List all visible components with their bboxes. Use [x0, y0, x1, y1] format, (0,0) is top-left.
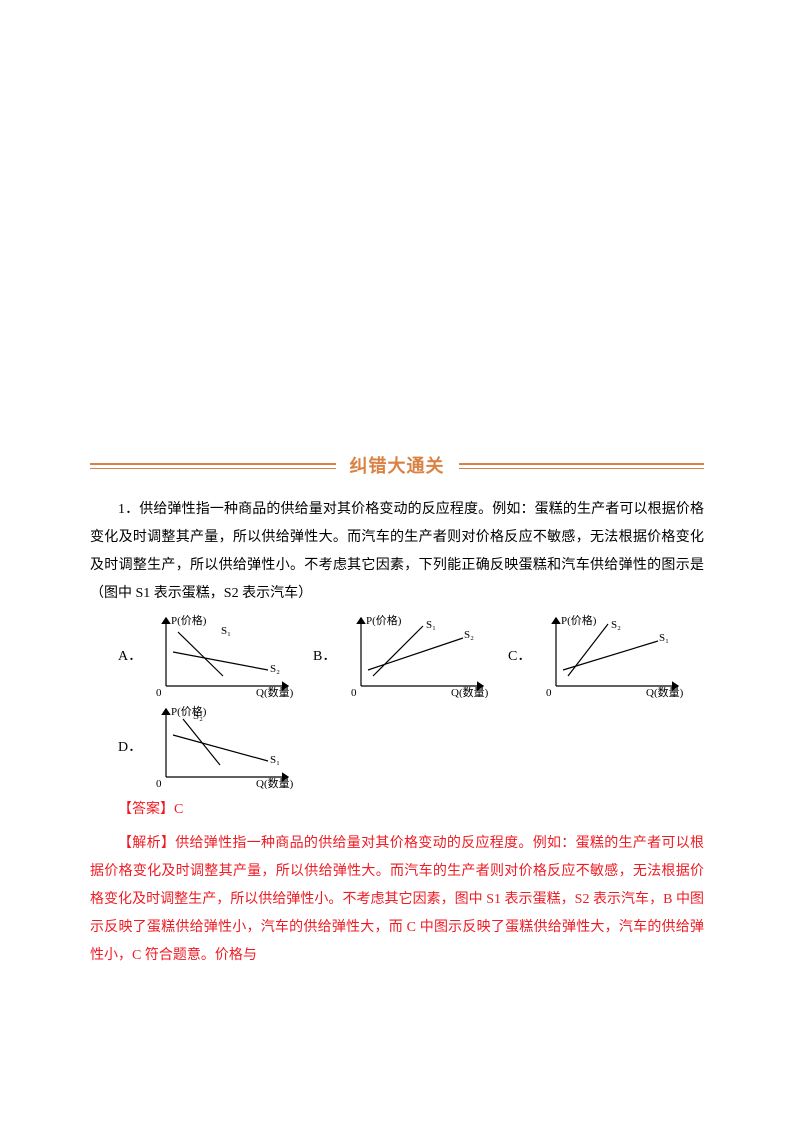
section-header: 纠错大通关 [90, 448, 704, 484]
x-axis-label: Q(数量) [646, 686, 684, 699]
chart-d: P(价格) Q(数量) 0 S₂ S₁ [148, 705, 303, 790]
chart-b: P(价格) Q(数量) 0 S₁ S₂ [343, 614, 498, 699]
origin-label: 0 [546, 687, 552, 699]
s2-label: S₂ [464, 629, 474, 641]
origin-label: 0 [156, 778, 162, 790]
s1-label: S₁ [221, 625, 231, 637]
s1-label: S₁ [426, 619, 436, 631]
x-axis-label: Q(数量) [451, 686, 489, 699]
option-b-label: B． [313, 643, 339, 671]
analysis-label: 【解析】 [118, 836, 175, 851]
analysis-block: 【解析】供给弹性指一种商品的供给量对其价格变动的反应程度。例如：蛋糕的生产者可以… [90, 830, 704, 970]
analysis-text: 供给弹性指一种商品的供给量对其价格变动的反应程度。例如：蛋糕的生产者可以根据价格… [90, 836, 704, 963]
x-axis-label: Q(数量) [256, 686, 294, 699]
option-d-label: D． [118, 734, 144, 762]
s2-label: S₂ [193, 710, 203, 722]
question-number: 1． [118, 502, 139, 517]
rule-right [459, 463, 705, 469]
s1-label: S₁ [270, 754, 280, 766]
options-row-2: D． P(价格) Q(数量) 0 S₂ S₁ [90, 705, 704, 790]
origin-label: 0 [156, 687, 162, 699]
question-body: 供给弹性指一种商品的供给量对其价格变动的反应程度。例如：蛋糕的生产者可以根据价格… [90, 502, 704, 601]
y-axis-label: P(价格) [366, 614, 402, 627]
y-axis-label: P(价格) [171, 614, 207, 627]
chart-a: P(价格) Q(数量) 0 S₁ S₂ [148, 614, 303, 699]
s2-label: S₂ [270, 663, 280, 675]
answer-line: 【答案】C [90, 796, 704, 824]
origin-label: 0 [351, 687, 357, 699]
section-title: 纠错大通关 [336, 448, 459, 484]
x-axis-label: Q(数量) [256, 777, 294, 790]
chart-c: P(价格) Q(数量) 0 S₂ S₁ [538, 614, 693, 699]
s1-label: S₁ [659, 632, 669, 644]
answer-label: 【答案】 [118, 802, 174, 817]
answer-value: C [174, 802, 183, 817]
y-axis-label: P(价格) [561, 614, 597, 627]
option-c-label: C． [508, 643, 534, 671]
options-row-1: A． P(价格) Q(数量) 0 S₁ S₂ B． P(价格) Q(数量) 0 … [90, 614, 704, 699]
question-text: 1．供给弹性指一种商品的供给量对其价格变动的反应程度。例如：蛋糕的生产者可以根据… [90, 496, 704, 608]
rule-left [90, 463, 336, 469]
option-a-label: A． [118, 643, 144, 671]
s2-label: S₂ [611, 619, 621, 631]
